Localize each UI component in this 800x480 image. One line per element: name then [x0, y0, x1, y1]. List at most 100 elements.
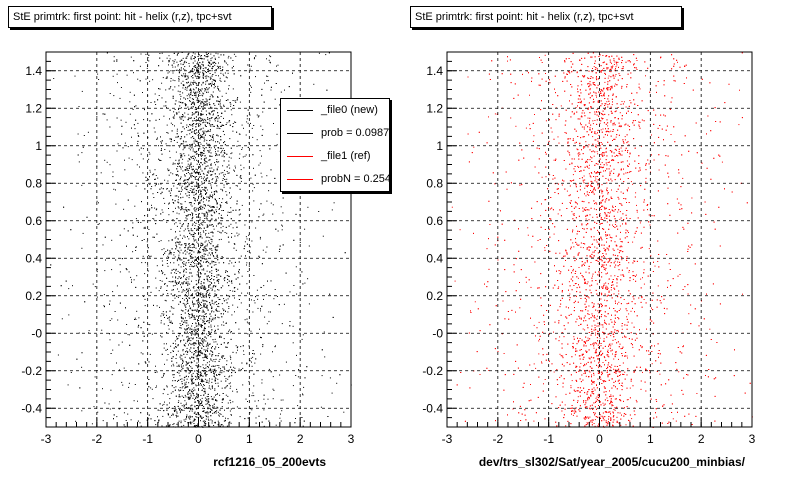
- scatter-point: [220, 214, 222, 216]
- scatter-point: [135, 250, 137, 251]
- scatter-point: [185, 342, 187, 344]
- scatter-point: [200, 281, 202, 283]
- scatter-point: [301, 271, 303, 273]
- scatter-point: [215, 151, 216, 153]
- scatter-point: [183, 281, 185, 283]
- scatter-point: [192, 181, 194, 183]
- scatter-point: [270, 169, 272, 171]
- scatter-point: [204, 88, 206, 90]
- scatter-point: [195, 385, 197, 387]
- scatter-point: [214, 348, 216, 350]
- scatter-point: [247, 333, 249, 335]
- scatter-point: [253, 58, 255, 60]
- scatter-point: [198, 259, 200, 261]
- scatter-point: [219, 204, 221, 206]
- scatter-point: [186, 215, 188, 217]
- scatter-point: [183, 299, 185, 301]
- scatter-point: [109, 339, 111, 341]
- scatter-point: [143, 227, 145, 229]
- scatter-point: [211, 196, 213, 197]
- scatter-point: [225, 417, 226, 419]
- scatter-point: [212, 79, 214, 81]
- scatter-point: [203, 93, 205, 95]
- scatter-point: [182, 282, 184, 284]
- scatter-point: [178, 85, 180, 87]
- scatter-point: [196, 185, 198, 187]
- scatter-point: [167, 354, 169, 355]
- scatter-point: [186, 288, 188, 290]
- scatter-point: [202, 230, 204, 232]
- scatter-point: [185, 322, 187, 324]
- scatter-point: [200, 404, 202, 406]
- scatter-point: [179, 301, 181, 302]
- scatter-point: [218, 360, 220, 362]
- scatter-point: [197, 179, 199, 181]
- scatter-point: [168, 319, 170, 321]
- scatter-point: [198, 145, 200, 147]
- scatter-point: [175, 395, 177, 397]
- scatter-point: [170, 141, 172, 143]
- scatter-point: [191, 383, 193, 385]
- scatter-point: [203, 370, 205, 372]
- scatter-point: [213, 206, 215, 208]
- scatter-point: [109, 408, 111, 410]
- scatter-point: [194, 112, 196, 114]
- scatter-point: [307, 278, 309, 280]
- scatter-point: [172, 124, 174, 126]
- scatter-point: [211, 239, 213, 241]
- scatter-point: [208, 87, 210, 89]
- scatter-point: [197, 271, 199, 273]
- scatter-point: [182, 298, 184, 299]
- scatter-point: [191, 410, 193, 412]
- scatter-point: [181, 131, 183, 132]
- scatter-point: [228, 156, 230, 158]
- scatter-point: [258, 164, 260, 166]
- scatter-point: [132, 251, 134, 253]
- scatter-point: [186, 341, 188, 343]
- scatter-point: [203, 306, 205, 308]
- scatter-point: [181, 369, 183, 371]
- scatter-point: [144, 305, 146, 307]
- scatter-point: [277, 70, 279, 72]
- scatter-point: [192, 323, 193, 324]
- scatter-point: [216, 65, 218, 67]
- scatter-point: [259, 238, 261, 240]
- scatter-point: [210, 419, 212, 421]
- scatter-point: [270, 86, 272, 88]
- scatter-point: [177, 166, 179, 167]
- scatter-point: [104, 270, 106, 272]
- scatter-point: [193, 393, 194, 395]
- scatter-point: [209, 313, 211, 315]
- scatter-point: [281, 229, 283, 231]
- scatter-point: [216, 168, 218, 170]
- scatter-point: [159, 410, 161, 411]
- scatter-point: [185, 188, 187, 190]
- scatter-point: [189, 350, 191, 352]
- scatter-point: [197, 266, 199, 268]
- scatter-point: [206, 403, 208, 405]
- scatter-point: [277, 64, 279, 66]
- scatter-point: [215, 52, 217, 54]
- scatter-point: [155, 424, 157, 426]
- scatter-point: [168, 240, 170, 242]
- scatter-point: [214, 162, 216, 164]
- scatter-point: [236, 391, 238, 393]
- scatter-point: [255, 76, 256, 78]
- scatter-point: [199, 399, 201, 401]
- scatter-point: [200, 375, 202, 377]
- scatter-point: [208, 62, 210, 64]
- scatter-point: [187, 299, 188, 301]
- scatter-point: [224, 232, 226, 233]
- scatter-point: [297, 405, 299, 407]
- scatter-point: [209, 353, 211, 355]
- scatter-point: [185, 169, 187, 171]
- scatter-point: [198, 117, 200, 119]
- scatter-point: [176, 187, 178, 189]
- scatter-point: [210, 238, 212, 240]
- scatter-point: [178, 335, 180, 337]
- scatter-point: [233, 366, 235, 368]
- scatter-point: [212, 286, 214, 288]
- scatter-point: [252, 183, 254, 185]
- scatter-point: [183, 211, 185, 213]
- scatter-point: [262, 346, 264, 348]
